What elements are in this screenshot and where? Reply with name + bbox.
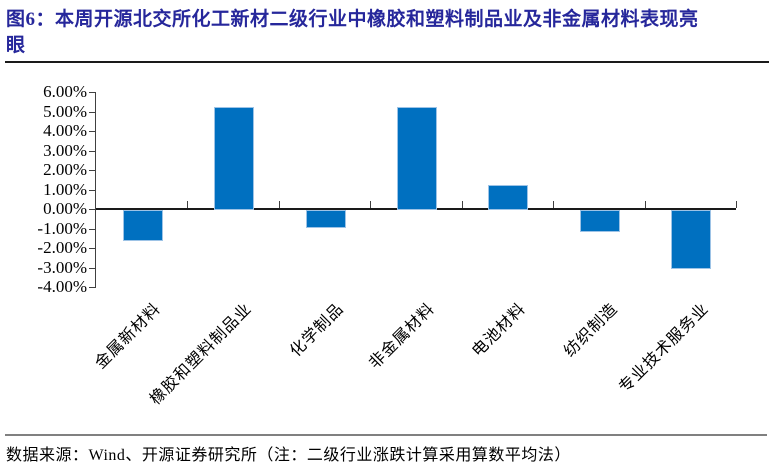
y-axis-tick <box>89 112 95 113</box>
y-axis-tick-label: 4.00% <box>43 121 87 140</box>
x-category-label: 专业技术服务业 <box>616 300 713 397</box>
x-category-label: 非金属材料 <box>366 300 439 373</box>
bar <box>214 107 254 210</box>
y-axis-line <box>95 92 96 288</box>
y-axis-tick-label: -4.00% <box>37 277 87 296</box>
data-source-note: 数据来源：Wind、开源证券研究所（注：二级行业涨跌计算采用算数平均法） <box>6 447 571 464</box>
x-category-label: 电池材料 <box>469 300 530 361</box>
y-axis-tick-label: 1.00% <box>43 180 87 199</box>
bar <box>671 210 711 269</box>
x-axis-tick <box>462 201 463 208</box>
bar <box>123 210 163 241</box>
bar <box>397 107 437 210</box>
y-axis-tick <box>89 92 95 93</box>
x-category-label: 纺织制造 <box>561 300 622 361</box>
bar <box>306 210 346 228</box>
y-axis-tick-label: 3.00% <box>43 141 87 160</box>
x-axis-tick <box>736 201 737 208</box>
x-category-label: 金属新材料 <box>92 300 165 373</box>
x-axis-tick <box>279 201 280 208</box>
y-axis-tick-label: -2.00% <box>37 238 87 257</box>
y-axis-tick-label: 2.00% <box>43 160 87 179</box>
bar-chart: 6.00% 5.00% 4.00% 3.00% 2.00% 1.00% 0.00% -1.00… <box>37 82 737 408</box>
y-axis-tick <box>89 151 95 152</box>
x-category-label: 化学制品 <box>287 300 348 361</box>
y-axis-tick-label: 0.00% <box>43 199 87 218</box>
footer-divider-line <box>5 434 767 436</box>
y-axis-tick-label: 6.00% <box>43 82 87 101</box>
y-axis-tick <box>89 268 95 269</box>
y-axis-tick-label: -1.00% <box>37 219 87 238</box>
y-axis-tick <box>89 248 95 249</box>
x-axis-tick <box>187 201 188 208</box>
x-axis-tick <box>370 201 371 208</box>
title-divider-line <box>5 61 769 63</box>
y-axis-tick <box>89 190 95 191</box>
y-axis-tick <box>89 131 95 132</box>
y-axis-tick-label: -3.00% <box>37 258 87 277</box>
x-axis-tick <box>553 201 554 208</box>
y-axis-tick <box>89 170 95 171</box>
x-axis-tick <box>645 201 646 208</box>
y-axis-tick <box>89 209 95 210</box>
y-axis-tick-label: 5.00% <box>43 102 87 121</box>
bar <box>488 185 528 210</box>
bar <box>580 210 620 232</box>
figure-title: 图6：本周开源北交所化工新材二级行业中橡胶和塑料制品业及非金属材料表现亮眼 <box>6 9 699 56</box>
y-axis-tick <box>89 229 95 230</box>
y-axis-tick <box>89 287 95 288</box>
